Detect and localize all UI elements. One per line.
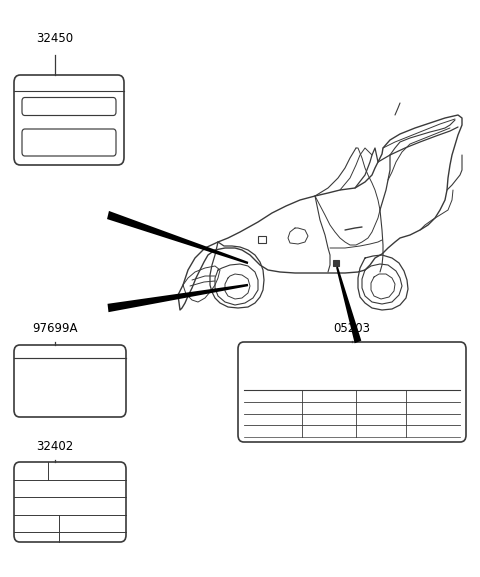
Text: 32402: 32402 — [36, 440, 73, 454]
FancyBboxPatch shape — [258, 236, 266, 243]
Text: 05203: 05203 — [334, 321, 371, 335]
Polygon shape — [107, 211, 248, 264]
FancyBboxPatch shape — [333, 260, 339, 266]
Text: 32450: 32450 — [36, 32, 73, 44]
Text: 97699A: 97699A — [32, 321, 78, 335]
Polygon shape — [336, 267, 361, 343]
Polygon shape — [108, 284, 248, 312]
